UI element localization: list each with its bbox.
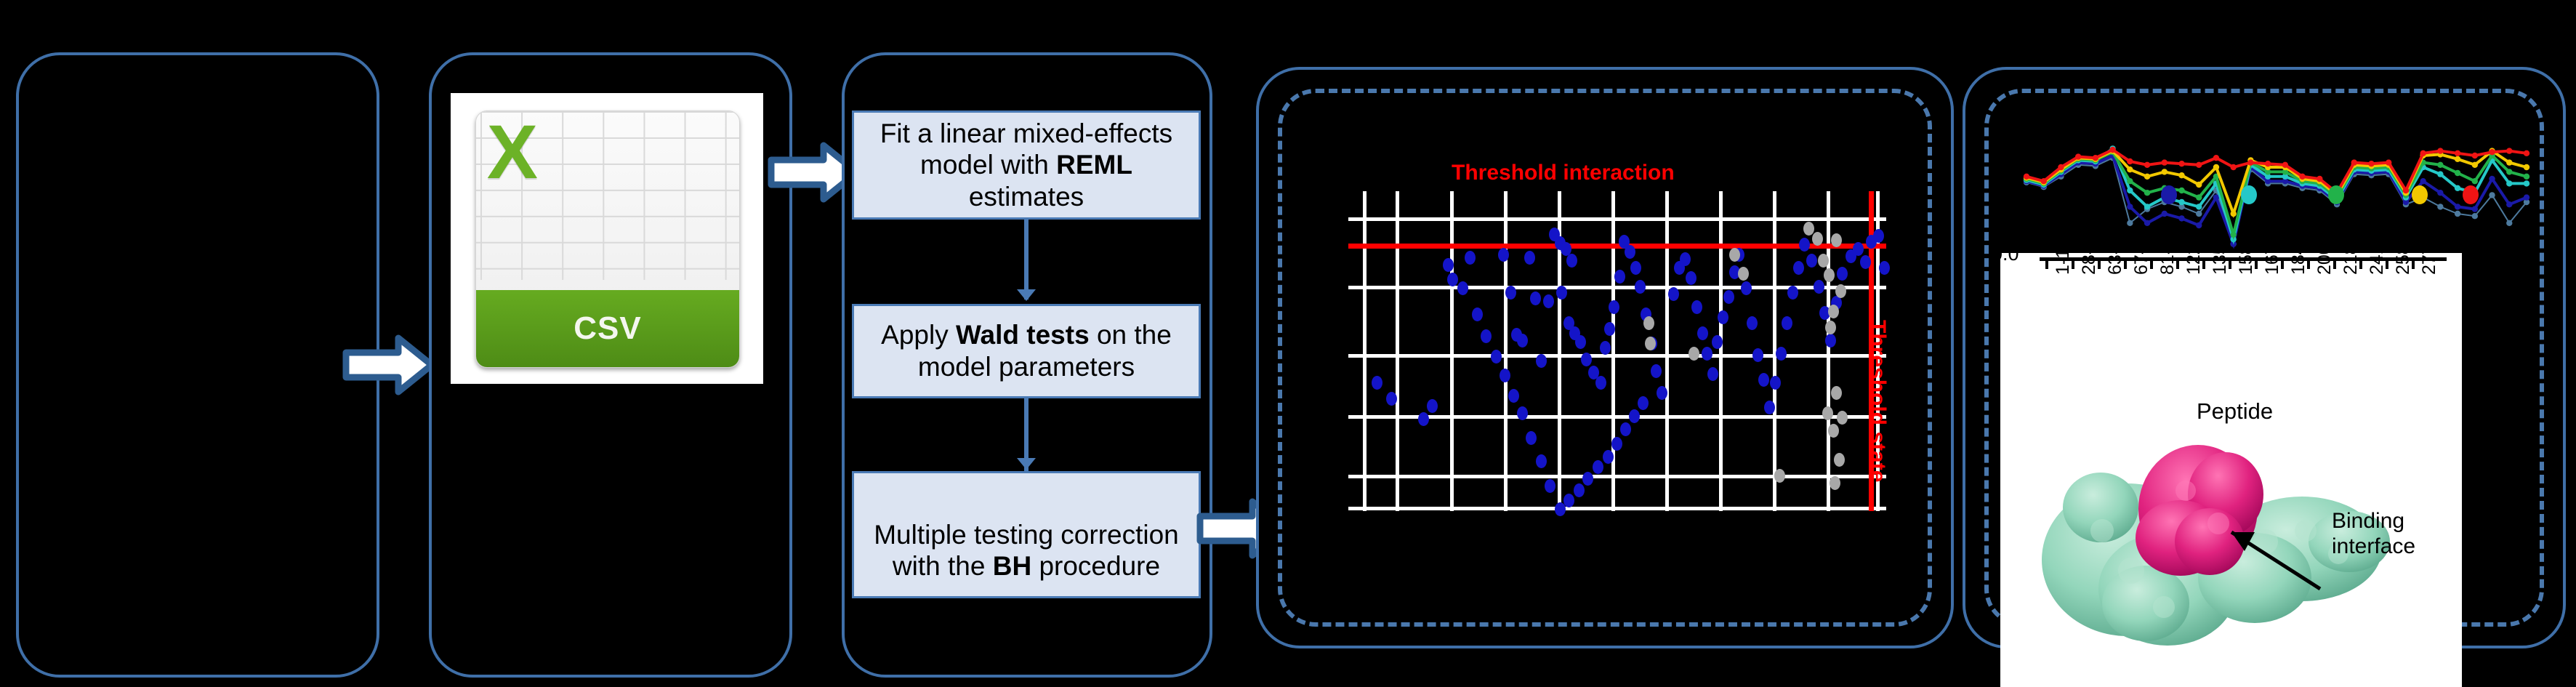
step3-bold: BH	[992, 551, 1032, 582]
x-axis-tick-label: 63-73	[2105, 253, 2126, 275]
x-axis-tick	[2045, 257, 2048, 269]
legend-dot-4	[2412, 185, 2428, 204]
binding-interface-annotation: Binding interface	[2332, 509, 2415, 559]
x-axis-tick	[2359, 257, 2362, 269]
x-axis-tick-label: 122-129	[2183, 253, 2205, 275]
x-axis-tick	[2333, 257, 2336, 269]
x-axis-tick	[2307, 257, 2310, 269]
legend-dot-5	[2463, 185, 2479, 204]
threshold-state-line	[1869, 191, 1874, 511]
connector-1-arrowhead	[1017, 289, 1036, 301]
x-axis-tick	[2124, 257, 2127, 269]
step2-pre: Apply	[881, 320, 956, 350]
x-axis-line	[2040, 257, 2447, 261]
x-axis-tick-label: 81-101	[2157, 253, 2178, 275]
step3-post: procedure	[1031, 551, 1161, 582]
x-axis-tick-label: 218-237	[2340, 253, 2362, 275]
threshold-interaction-label: Threshold interaction	[1452, 161, 1675, 185]
stage4-inner-dashed-frame	[1278, 89, 1932, 627]
legend-dot-1	[2161, 185, 2177, 204]
binding-interface-line1: Binding	[2332, 509, 2405, 533]
step-box-bh: Multiple testing correction with the BH …	[852, 471, 1201, 598]
legend-dot-3	[2328, 185, 2344, 204]
csv-icon-body: X CSV	[475, 111, 740, 368]
step-box-wald-text: Apply Wald tests on the model parameters	[861, 319, 1191, 382]
arrow-stage1-to-stage2	[342, 331, 436, 400]
step1-bold: REML	[1056, 150, 1132, 180]
x-axis-tick	[2281, 257, 2284, 269]
x-axis-tick	[2229, 257, 2231, 269]
step2-post: on the model parameters	[917, 320, 1172, 382]
x-axis-tick-label: 67-75	[2131, 253, 2152, 275]
x-axis-tick	[2255, 257, 2258, 269]
step-box-reml-text: Fit a linear mixed-effects model with RE…	[861, 118, 1191, 213]
x-axis-tick-label: 184-199	[2288, 253, 2309, 275]
peptide-line-plot	[2013, 131, 2537, 254]
x-axis-tick-label: 135-144	[2210, 253, 2231, 275]
csv-x-letter: X	[486, 111, 538, 195]
x-axis-tick-label: 167-180	[2262, 253, 2283, 275]
y-axis-tick-0: 0.0	[2000, 253, 2019, 265]
connector-2-arrowhead	[1017, 458, 1036, 470]
step2-bold: Wald tests	[956, 320, 1090, 350]
x-axis-tick-label: 241-257	[2367, 253, 2388, 275]
step3-pre: Multiple testing correction with the	[874, 519, 1179, 582]
step-box-reml: Fit a linear mixed-effects model with RE…	[852, 111, 1201, 220]
threshold-scatter-plot	[1348, 191, 1890, 516]
step-box-wald: Apply Wald tests on the model parameters	[852, 304, 1201, 398]
step1-post: estimates	[968, 181, 1084, 212]
threshold-state-label: Threshold state	[1866, 320, 1890, 483]
x-axis-tick	[2412, 257, 2415, 269]
csv-grid-graphic	[476, 111, 739, 281]
x-axis-tick	[2202, 257, 2205, 269]
csv-caption: CSV	[573, 310, 642, 347]
step-box-bh-text: Multiple testing correction with the BH …	[874, 487, 1179, 582]
x-axis-tick-label: 200-214	[2314, 253, 2335, 275]
scatter-gridlines	[1348, 191, 1886, 511]
peptide-line-plot-svg	[2023, 145, 2530, 249]
x-axis-tick	[2072, 257, 2074, 269]
x-axis-tick-label: 1-15	[2053, 253, 2073, 275]
x-axis-tick	[2150, 257, 2153, 269]
step1-pre: Fit a linear mixed-effects model with	[880, 118, 1173, 180]
x-axis-tick-label: 277-284	[2419, 253, 2440, 275]
csv-file-icon: X CSV	[451, 93, 763, 384]
connector-1	[1024, 220, 1029, 300]
x-axis-tick-label: 258-266	[2393, 253, 2414, 275]
csv-label-band: CSV	[476, 290, 739, 367]
binding-interface-line2: interface	[2332, 534, 2416, 558]
x-axis-tick	[2386, 257, 2388, 269]
x-axis-tick-label: 28-44	[2079, 253, 2100, 275]
x-axis-tick-label: 158-166	[2236, 253, 2257, 275]
connector-2	[1024, 398, 1029, 478]
threshold-interaction-line	[1348, 244, 1886, 249]
results-figure: 0.0 1-15 28-4463-7367-7581-101122-129135-…	[2000, 253, 2462, 687]
x-axis-tick	[2098, 257, 2101, 269]
stage1-empty-panel	[16, 52, 379, 678]
x-axis-tick	[2176, 257, 2179, 269]
legend-dot-2	[2241, 185, 2257, 204]
protein-structure-image	[2015, 422, 2436, 654]
arrow-stage2-to-stage3	[767, 138, 861, 207]
x-axis-title: Peptide	[2197, 398, 2274, 424]
